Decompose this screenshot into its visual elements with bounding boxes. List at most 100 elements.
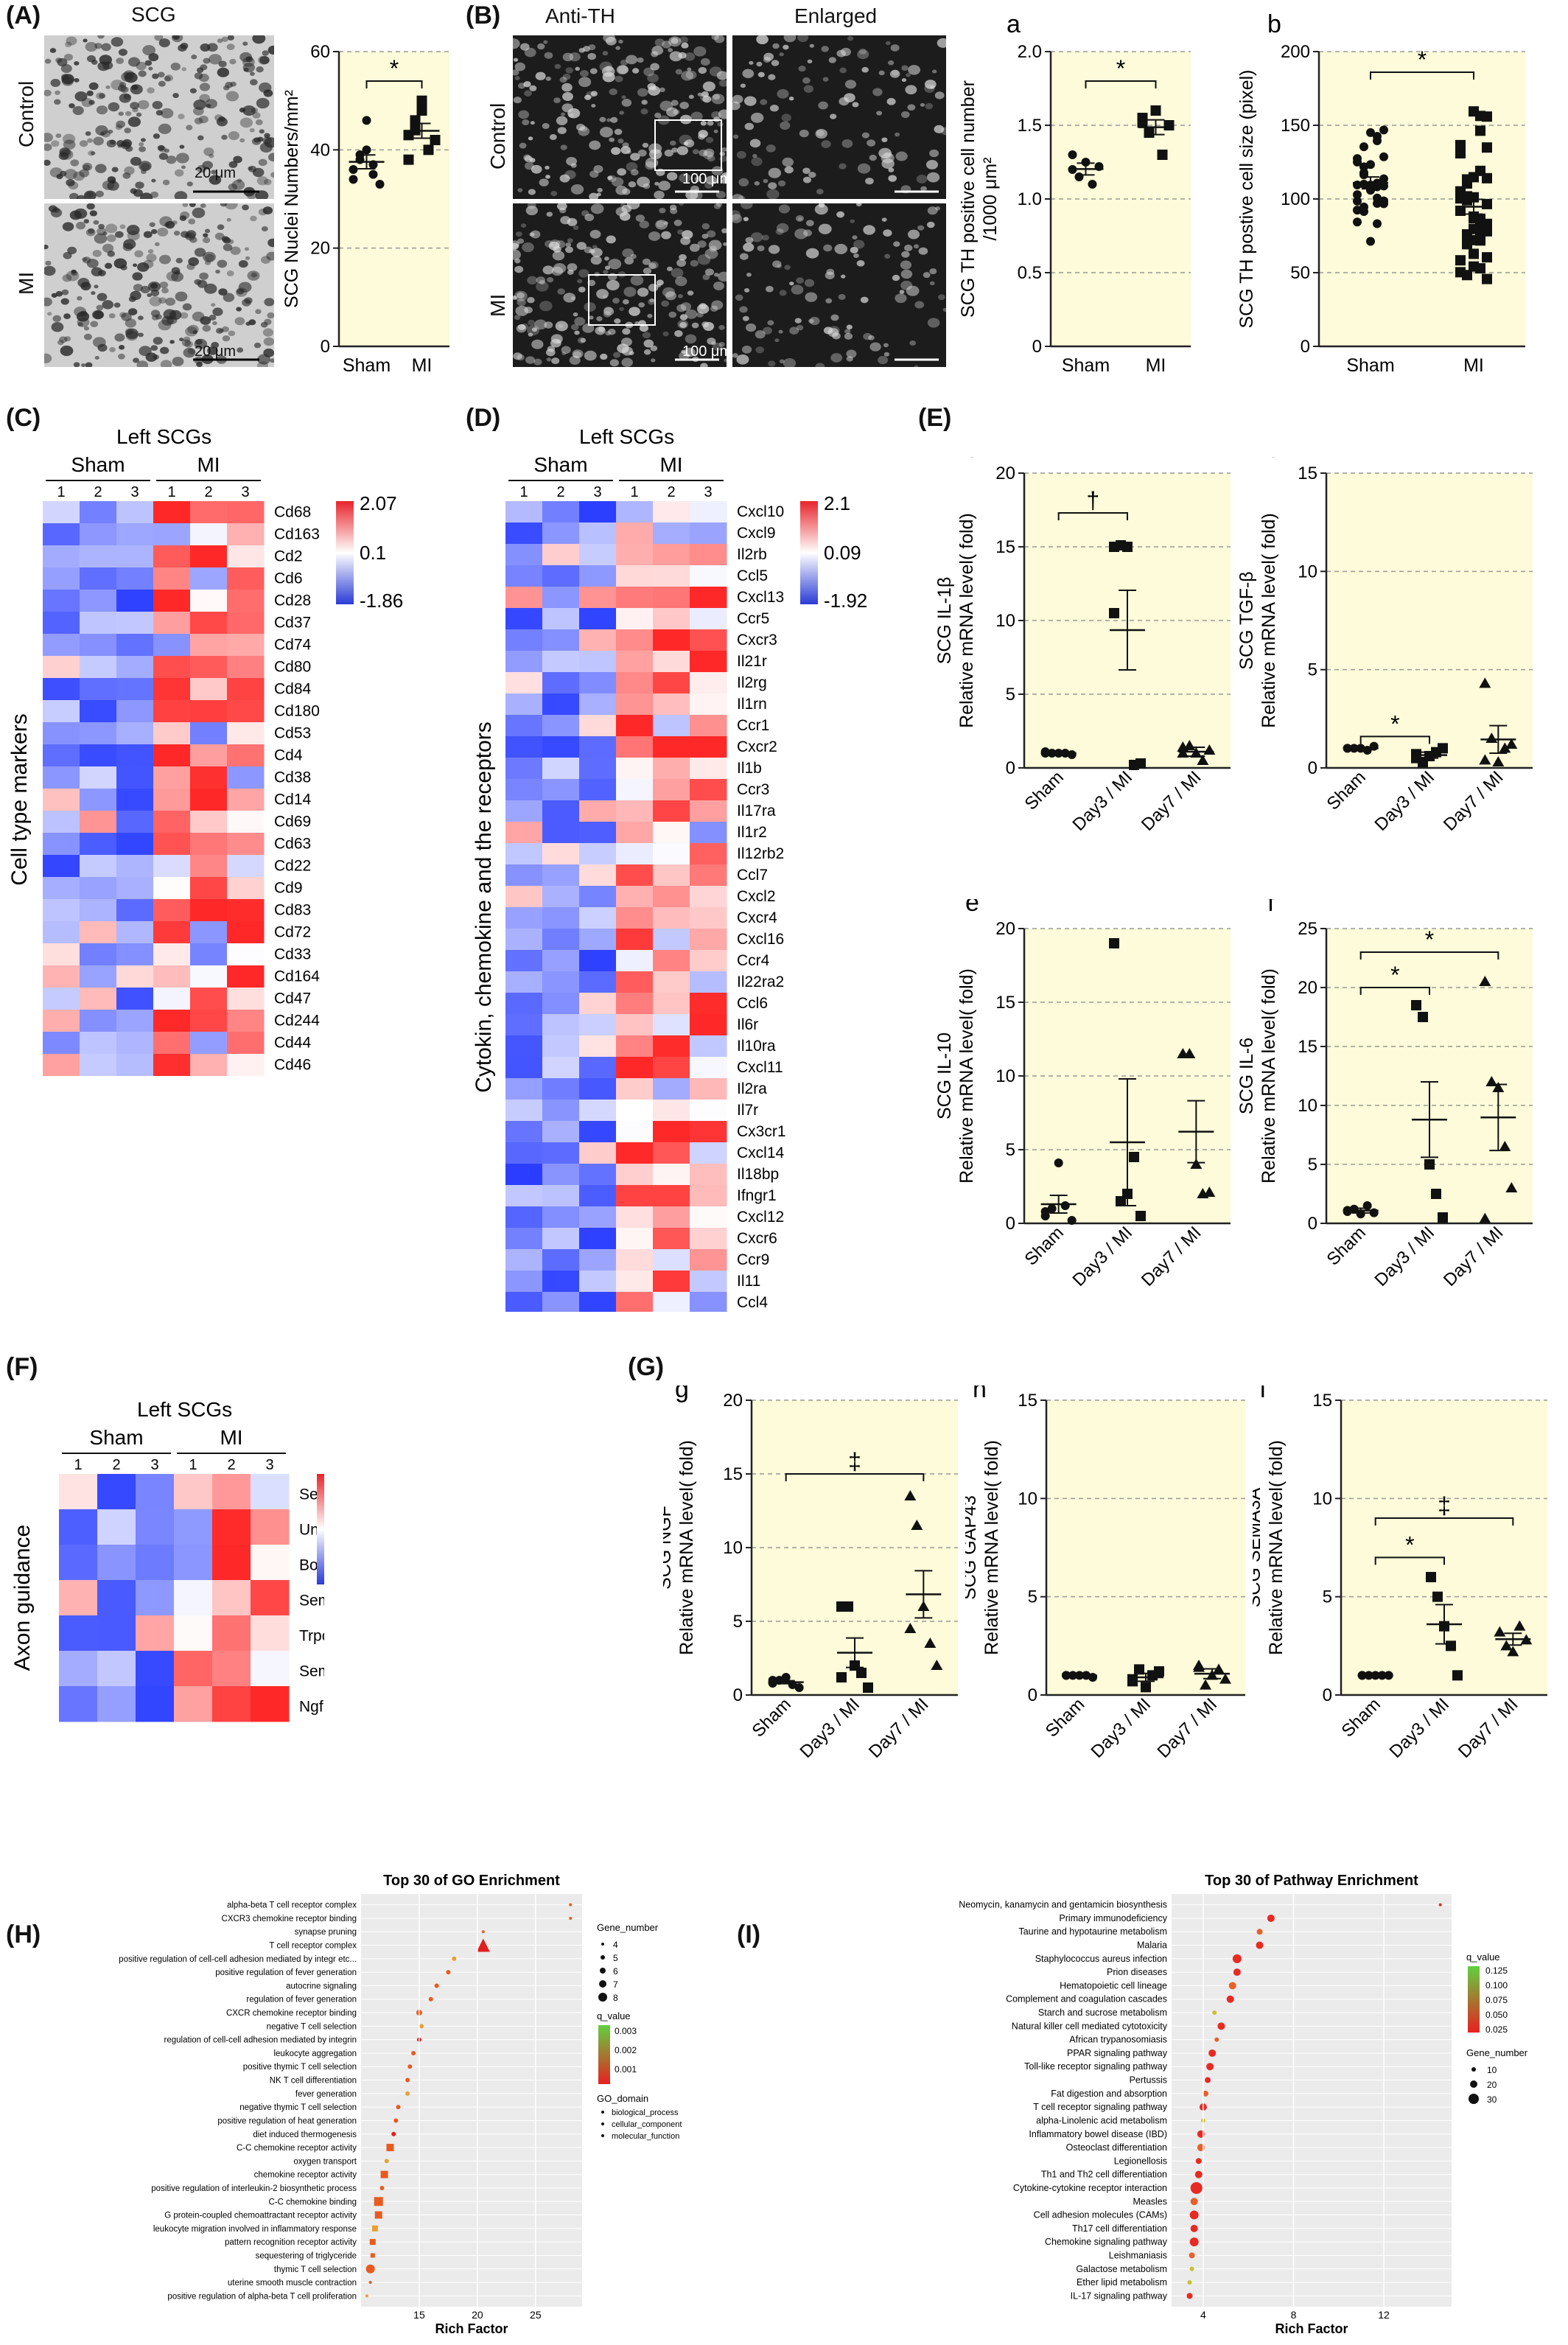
cell-nucleus: [138, 332, 144, 338]
cell-nucleus: [64, 336, 71, 342]
heatmap-cell: [43, 988, 80, 1010]
cell-nucleus: [763, 52, 774, 61]
heatmap-cell: [616, 1121, 654, 1143]
data-point: [1462, 174, 1472, 185]
heatmap-cell: [136, 1474, 175, 1510]
data-point: [768, 1676, 777, 1685]
cell-nucleus: [648, 231, 661, 241]
cell-nucleus: [654, 190, 665, 199]
cell-nucleus: [589, 229, 601, 239]
cell-nucleus: [171, 271, 184, 282]
cell-nucleus: [76, 221, 86, 230]
cell-nucleus: [784, 265, 791, 270]
heatmap-cell: [579, 736, 617, 758]
cell-nucleus: [63, 313, 71, 319]
heatmap-cell: [212, 1615, 251, 1652]
cell-nucleus: [515, 231, 522, 237]
cell-nucleus: [781, 113, 791, 122]
cell-nucleus: [771, 60, 780, 66]
data-point: [1499, 742, 1511, 753]
cell-nucleus: [690, 259, 699, 267]
cell-nucleus: [766, 144, 776, 153]
cell-nucleus: [678, 52, 687, 59]
cell-nucleus: [255, 119, 263, 125]
cell-nucleus: [661, 231, 671, 240]
cell-nucleus: [750, 232, 763, 242]
heatmap-cell: [653, 758, 690, 780]
heatmap-cell: [616, 651, 654, 673]
gene-label: Il21r: [737, 653, 767, 670]
heatmap-cell: [579, 843, 617, 865]
cell-nucleus: [545, 175, 550, 179]
plot-background: [1341, 1400, 1547, 1695]
enrichment-point: [1208, 2049, 1217, 2057]
heatmap-cell: [579, 672, 617, 694]
cell-nucleus: [567, 263, 578, 272]
y-axis-label: SCG GAP43: [965, 1495, 980, 1600]
data-point: [794, 1683, 804, 1692]
cell-nucleus: [687, 290, 694, 296]
enrichment-term: Galactose metabolism: [1076, 2264, 1167, 2274]
heatmap-cell: [579, 1057, 617, 1079]
cell-nucleus: [138, 315, 144, 321]
heatmap-cell: [116, 789, 154, 811]
group-label: MI: [197, 453, 220, 476]
enrichment-term: NK T cell differentiation: [270, 2077, 357, 2086]
heatmap-cell: [116, 988, 154, 1010]
cell-nucleus: [234, 317, 245, 326]
significance-mark: ‡: [848, 1448, 861, 1475]
cell-nucleus: [745, 237, 754, 244]
heatmap-cell: [690, 779, 727, 801]
heatmap-cell: [542, 736, 580, 758]
heatmap-cell: [542, 587, 580, 609]
cell-nucleus: [754, 181, 760, 186]
data-point: [430, 135, 441, 145]
cell-nucleus: [602, 51, 609, 56]
heatmap-title: Left SCGs: [116, 425, 211, 448]
heatmap-cell: [653, 544, 690, 566]
enrichment-term: Neomycin, kanamycin and gentamicin biosy…: [959, 1900, 1167, 1910]
cell-nucleus: [689, 243, 700, 252]
data-point: [1369, 1208, 1379, 1217]
enrichment-point: [384, 2159, 389, 2164]
cell-nucleus: [791, 284, 804, 295]
cell-nucleus: [929, 268, 937, 275]
cell-nucleus: [704, 248, 718, 259]
heatmap-cell: [153, 766, 191, 789]
cell-nucleus: [927, 318, 940, 328]
cell-nucleus: [258, 158, 267, 167]
data-point: [1040, 1207, 1050, 1216]
cell-nucleus: [158, 123, 172, 134]
enrichment-point: [393, 2118, 399, 2123]
heatmap-y-label: Cell type markers: [7, 713, 32, 885]
significance-bracket: [1374, 1556, 1445, 1565]
enrichment-term: Inflammatory bowel disease (IBD): [1029, 2129, 1167, 2139]
heatmap-cell: [542, 843, 580, 865]
enrichment-point: [434, 1983, 439, 1988]
gene-label: Cd83: [274, 902, 311, 919]
cell-nucleus: [544, 52, 553, 59]
data-point: [416, 105, 427, 116]
data-point: [362, 145, 371, 155]
cell-nucleus: [164, 148, 169, 153]
cell-nucleus: [665, 291, 676, 301]
cell-nucleus: [926, 172, 940, 183]
panel-letter-a: (A): [6, 1, 41, 29]
zoom-region-box: [588, 274, 656, 326]
heatmap-cell: [505, 672, 543, 694]
enrichment-point: [1189, 2210, 1199, 2220]
cell-nucleus: [73, 362, 80, 367]
cell-nucleus: [164, 76, 171, 82]
heatmap-cell: [505, 886, 543, 908]
plot-background: [361, 1894, 582, 2307]
heatmap-cell: [653, 929, 690, 951]
color-scale-label: -1.92: [824, 590, 867, 612]
data-point: [843, 1601, 853, 1612]
heatmap-cell: [43, 965, 80, 988]
cell-nucleus: [776, 223, 789, 233]
cell-nucleus: [528, 189, 536, 195]
cell-nucleus: [554, 63, 561, 69]
gene-label: Cxcl16: [737, 931, 784, 948]
subpanel-label: i: [1260, 1385, 1266, 1403]
heatmap-cell: [153, 965, 191, 988]
